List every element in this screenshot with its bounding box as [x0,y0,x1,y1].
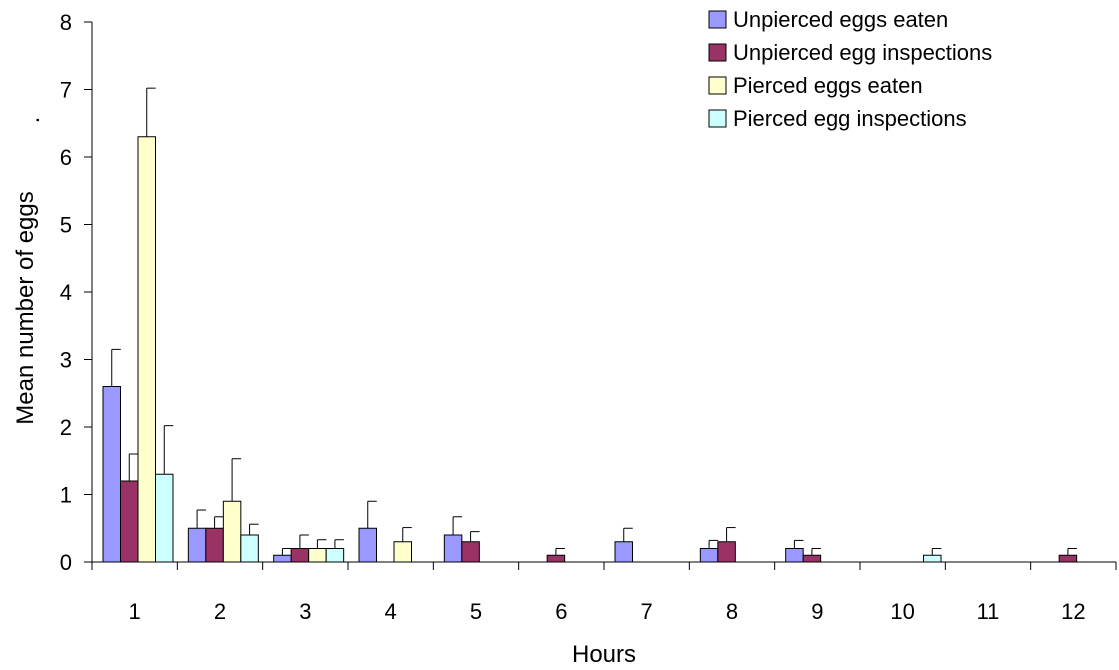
y-tick-label-8: 8 [60,10,72,35]
x-tick-label-2: 2 [214,599,226,624]
bar-series-1-hour-5 [443,534,463,563]
bar-series-3-hour-2 [222,500,242,563]
y-tick-label-1: 1 [60,483,72,508]
bar-series-1-hour-1 [102,386,121,563]
y-tick-label-4: 4 [60,280,72,305]
bar-series-2-hour-3 [290,548,310,563]
x-tick-label-7: 7 [641,599,653,624]
y-axis-title-extra-dot: . [18,117,45,124]
legend-label-4: Pierced egg inspections [733,106,967,131]
legend-swatch-2 [708,43,727,62]
bar-series-4-hour-10 [923,554,942,563]
y-tick-label-2: 2 [60,415,72,440]
bar-series-1-hour-2 [187,527,207,563]
x-tick-label-8: 8 [726,599,738,624]
bar-series-1-hour-3 [273,554,292,563]
bar-series-2-hour-12 [1058,554,1078,563]
bar-series-3-hour-3 [308,548,327,563]
x-tick-label-1: 1 [129,599,141,624]
error-bars-layer [111,87,1077,556]
x-tick-label-11: 11 [977,599,1000,624]
bar-series-2-hour-9 [802,554,822,563]
y-tick-label-7: 7 [60,78,72,103]
y-tick-label-0: 0 [60,550,72,575]
x-tick-label-4: 4 [385,599,397,624]
bar-series-4-hour-3 [325,548,345,563]
bar-series-2-hour-1 [120,480,139,563]
x-tick-label-10: 10 [890,599,914,624]
bar-series-1-hour-8 [699,548,719,563]
bar-series-1-hour-9 [785,548,804,563]
bar-series-2-hour-5 [461,541,480,563]
x-axis-title: Hours [572,641,636,668]
y-tick-label-6: 6 [60,145,72,170]
legend-label-1: Unpierced eggs eaten [733,7,948,32]
bar-series-4-hour-2 [240,534,259,563]
legend-swatch-3 [708,76,727,95]
legend: Unpierced eggs eaten Unpierced egg inspec… [708,7,992,131]
x-tick-label-9: 9 [811,599,823,624]
y-tick-label-3: 3 [60,348,72,373]
bar-series-2-hour-8 [717,541,736,563]
bar-series-2-hour-2 [205,527,224,563]
bars-layer [102,136,1112,563]
bar-series-4-hour-1 [155,473,174,563]
x-tick-label-12: 12 [1061,599,1085,624]
legend-swatch-1 [708,10,727,29]
legend-swatch-4 [708,109,727,128]
bar-series-1-hour-7 [614,541,633,563]
axes-layer [84,21,1117,570]
legend-label-2: Unpierced egg inspections [733,40,992,65]
x-tick-label-6: 6 [555,599,567,624]
bar-series-2-hour-6 [546,554,566,563]
bar-series-3-hour-1 [137,136,156,563]
y-tick-label-5: 5 [60,213,72,238]
x-tick-label-5: 5 [470,599,482,624]
y-axis-title: Mean number of eggs [12,191,39,424]
x-tick-label-3: 3 [299,599,311,624]
bar-series-3-hour-4 [393,541,412,563]
bar-series-1-hour-4 [358,527,377,563]
legend-label-3: Pierced eggs eaten [733,73,923,98]
